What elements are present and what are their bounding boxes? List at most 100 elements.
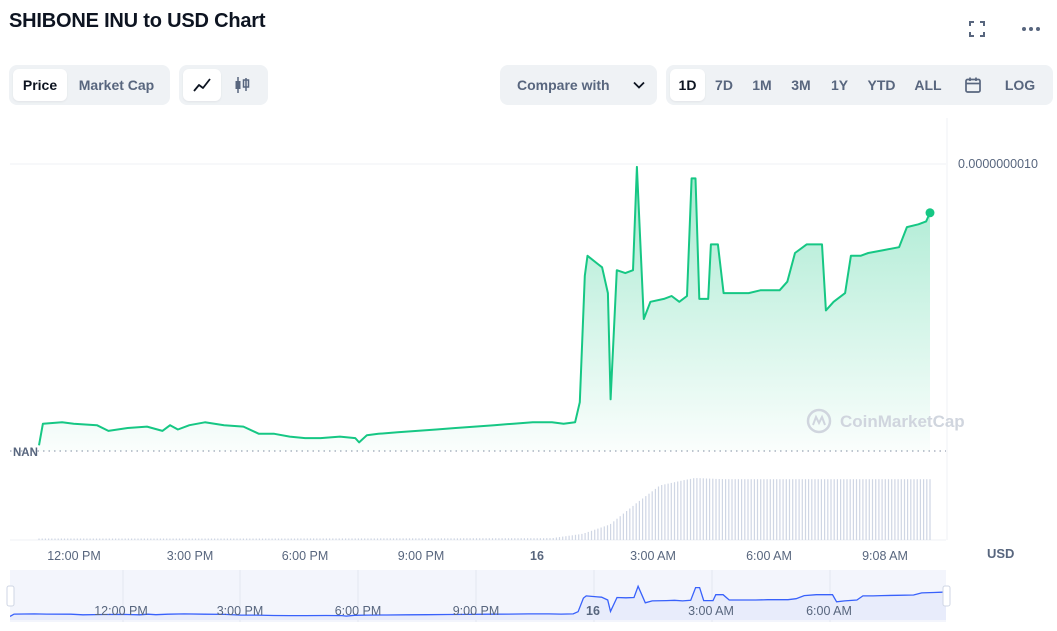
volume-bar xyxy=(153,538,155,540)
volume-bar xyxy=(788,479,791,540)
chart-type-toggle xyxy=(179,65,268,105)
volume-bar xyxy=(574,534,577,540)
volume-bar xyxy=(475,538,478,540)
volume-bar xyxy=(760,479,762,540)
volume-bar xyxy=(309,538,312,540)
volume-bar xyxy=(587,531,589,540)
navigator-handle-left[interactable] xyxy=(6,585,15,607)
x-tick-label: 9:00 PM xyxy=(398,549,445,563)
volume-bar xyxy=(300,538,302,540)
volume-bar xyxy=(664,484,666,540)
volume-bar xyxy=(840,479,842,540)
more-dots-icon[interactable] xyxy=(1018,16,1044,42)
chevron-down-icon xyxy=(633,81,645,89)
navigator-handle-right[interactable] xyxy=(942,585,951,607)
volume-bar xyxy=(539,538,541,540)
volume-bar xyxy=(606,525,609,540)
line-chart-icon[interactable] xyxy=(183,69,221,101)
volume-bar xyxy=(124,538,126,540)
volume-bar xyxy=(351,538,353,540)
volume-bar xyxy=(673,482,676,540)
volume-bar xyxy=(875,479,877,540)
volume-bar xyxy=(108,538,110,540)
volume-bar xyxy=(715,478,717,540)
volume-bar xyxy=(322,538,324,540)
tab-price[interactable]: Price xyxy=(13,69,67,101)
volume-bar xyxy=(689,478,692,540)
x-tick-label: 3:00 PM xyxy=(167,549,214,563)
volume-bar xyxy=(57,538,59,540)
volume-bar xyxy=(772,479,775,540)
range-3m[interactable]: 3M xyxy=(791,77,811,93)
volume-bar xyxy=(699,478,701,540)
price-area xyxy=(39,166,930,451)
volume-bar xyxy=(635,503,637,540)
volume-bar xyxy=(581,533,583,540)
volume-bar xyxy=(70,538,72,540)
volume-bar xyxy=(357,538,359,540)
volume-bar xyxy=(111,538,114,540)
range-all[interactable]: ALL xyxy=(914,77,942,93)
volume-bar xyxy=(48,538,50,540)
volume-bar xyxy=(185,538,187,540)
volume-bar xyxy=(865,479,867,540)
volume-bar xyxy=(779,479,781,540)
volume-bar xyxy=(447,538,449,540)
volume-bar xyxy=(533,538,535,540)
x-tick-label: 3:00 AM xyxy=(630,549,676,563)
x-tick-label: 9:08 AM xyxy=(862,549,908,563)
volume-bar xyxy=(364,538,366,540)
volume-bar xyxy=(421,538,423,540)
volume-bar xyxy=(246,538,248,540)
volume-bar xyxy=(670,482,672,540)
log-toggle[interactable]: LOG xyxy=(1004,77,1036,93)
calendar-icon[interactable] xyxy=(951,69,995,101)
volume-bar xyxy=(201,538,203,540)
range-7d[interactable]: 7D xyxy=(715,77,733,93)
volume-bar xyxy=(648,493,650,540)
range-1d[interactable]: 1D xyxy=(670,69,705,101)
volume-bar xyxy=(747,479,749,540)
volume-bar xyxy=(348,538,350,540)
volume-bar xyxy=(261,538,264,540)
volume-bar xyxy=(194,538,197,540)
volume-bar xyxy=(380,538,382,540)
navigator-line xyxy=(10,584,946,617)
range-1m[interactable]: 1M xyxy=(752,77,772,93)
range-1y[interactable]: 1Y xyxy=(830,77,849,93)
volume-bar xyxy=(341,538,343,540)
volume-bar xyxy=(332,538,334,540)
volume-bar xyxy=(737,479,739,540)
volume-bar xyxy=(147,538,149,540)
volume-bar xyxy=(731,479,733,540)
volume-bar xyxy=(814,479,816,540)
volume-bar xyxy=(657,486,660,540)
volume-bar xyxy=(693,478,695,540)
volume-bar xyxy=(728,479,730,540)
volume-bar xyxy=(766,479,768,540)
compare-with-dropdown[interactable]: Compare with xyxy=(500,65,657,105)
volume-bars xyxy=(38,478,931,540)
volume-bar xyxy=(642,498,644,540)
volume-bar xyxy=(479,538,481,540)
volume-bar xyxy=(897,479,899,540)
candlestick-icon[interactable] xyxy=(221,69,263,101)
volume-bar xyxy=(463,538,465,540)
volume-bar xyxy=(210,538,213,540)
last-price-dot[interactable] xyxy=(925,208,935,218)
volume-bar xyxy=(696,478,698,540)
range-ytd[interactable]: YTD xyxy=(867,77,896,93)
volume-bar xyxy=(402,538,404,540)
expand-icon[interactable] xyxy=(964,16,990,42)
tab-market-cap[interactable]: Market Cap xyxy=(78,77,155,93)
volume-bar xyxy=(469,538,471,540)
volume-bar xyxy=(44,538,46,540)
navigator-tick-label: 6:00 PM xyxy=(335,604,382,618)
volume-bar xyxy=(169,538,171,540)
volume-bar xyxy=(702,478,704,540)
volume-bar xyxy=(887,479,890,540)
volume-bar xyxy=(514,538,516,540)
volume-bar xyxy=(284,538,286,540)
volume-bar xyxy=(466,538,468,540)
